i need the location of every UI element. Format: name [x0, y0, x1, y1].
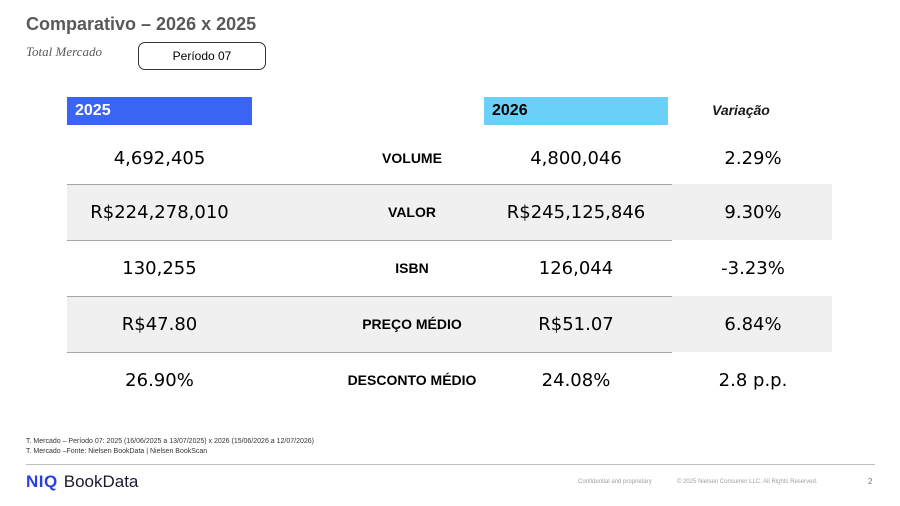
value-2026: 4,800,046	[530, 147, 622, 169]
column-header-2026: 2026	[484, 97, 668, 125]
row-divider	[67, 352, 672, 353]
variation-value: 2.8 p.p.	[718, 369, 788, 391]
logo-mark: NIQ	[26, 472, 58, 491]
metric-label: VALOR	[388, 204, 436, 220]
footnote-period: T. Mercado – Período 07: 2025 (16/06/202…	[26, 438, 314, 445]
confidential-notice: Confidential and proprietary	[578, 479, 652, 485]
variation-value: 2.29%	[724, 147, 782, 169]
logo-wordmark: BookData	[63, 472, 139, 491]
row-divider	[67, 184, 672, 185]
metric-label: ISBN	[395, 260, 429, 276]
variation-value: 9.30%	[724, 201, 782, 223]
page-number: 2	[868, 477, 873, 486]
value-2025: R$224,278,010	[90, 201, 229, 223]
value-2026: 24.08%	[541, 369, 611, 391]
value-2025: 4,692,405	[113, 147, 206, 169]
variation-value: -3.23%	[721, 257, 785, 279]
footer-divider	[26, 464, 875, 465]
row-shading	[67, 296, 832, 352]
slide-subtitle: Total Mercado	[26, 44, 102, 59]
variation-value: 6.84%	[724, 313, 782, 335]
table-row-volume: 4,692,405 VOLUME 4,800,046 2.29%	[67, 130, 832, 186]
value-2026: R$245,125,846	[506, 201, 646, 223]
copyright-notice: © 2025 Nielsen Consumer LLC. All Rights …	[677, 479, 818, 485]
metric-label: VOLUME	[382, 150, 442, 166]
value-2025: 130,255	[122, 257, 197, 279]
niq-bookdata-logo: NIQ BookData	[26, 472, 138, 492]
column-header-2025: 2025	[67, 97, 252, 125]
column-header-variation: Variação	[712, 102, 770, 118]
period-badge: Período 07	[138, 42, 266, 70]
metric-label: DESCONTO MÉDIO	[347, 372, 477, 388]
row-divider	[67, 240, 672, 241]
value-2025: 26.90%	[125, 369, 194, 391]
value-2026: 126,044	[538, 257, 614, 279]
row-divider	[67, 296, 672, 297]
footnote-source: T. Mercado –Fonte: Nielsen BookData | Ni…	[26, 448, 208, 455]
metric-label: PREÇO MÉDIO	[362, 316, 462, 332]
slide-title: Comparativo – 2026 x 2025	[26, 14, 257, 34]
table-row-isbn: 130,255 ISBN 126,044 -3.23%	[67, 240, 832, 296]
table-row-preco-medio: R$47.80 PREÇO MÉDIO R$51.07 6.84%	[67, 296, 832, 352]
table-row-desconto-medio: 26.90% DESCONTO MÉDIO 24.08% 2.8 p.p.	[67, 352, 832, 408]
row-shading	[67, 184, 832, 240]
value-2025: R$47.80	[121, 313, 198, 335]
value-2026: R$51.07	[538, 313, 614, 335]
table-row-valor: R$224,278,010 VALOR R$245,125,846 9.30%	[67, 184, 832, 240]
